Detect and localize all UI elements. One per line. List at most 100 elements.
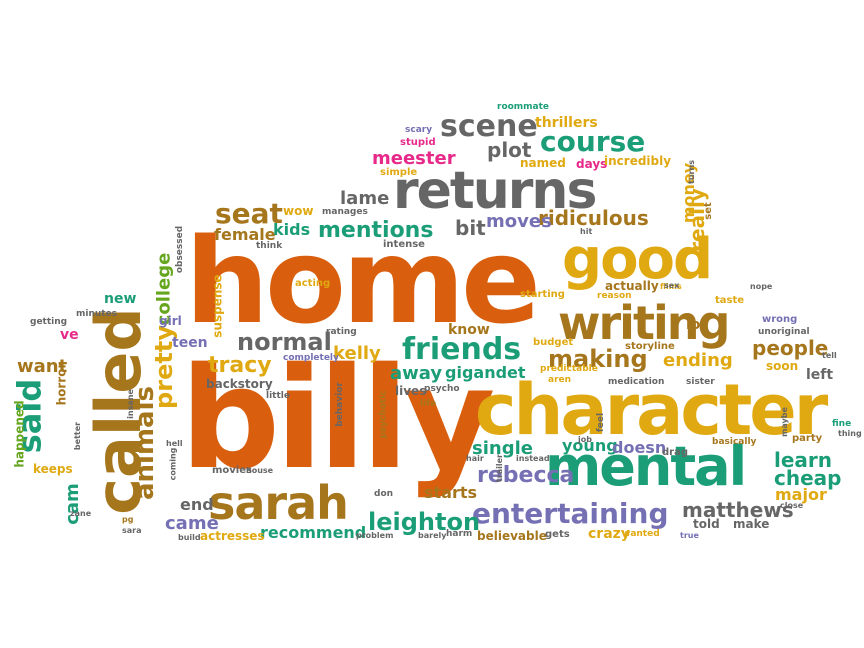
word-named: named: [520, 156, 566, 170]
word-ending: ending: [663, 350, 733, 371]
word-matthews: matthews: [682, 498, 794, 522]
word-thrillers: thrillers: [535, 115, 598, 131]
word-little: little: [266, 391, 290, 401]
word-basically: basically: [712, 437, 757, 447]
word-lives: lives: [395, 384, 427, 398]
word-lame: lame: [340, 188, 390, 209]
word-ve: ve: [60, 327, 79, 343]
word-moves: moves: [486, 211, 552, 232]
word-cam: cam: [61, 483, 83, 525]
word-movies: movies: [212, 465, 252, 476]
word-incredibly: incredibly: [604, 154, 672, 168]
word-major: major: [775, 485, 827, 504]
word-entertaining: entertaining: [472, 497, 669, 530]
word-problem: problem: [356, 531, 394, 540]
word-left: left: [806, 367, 834, 383]
word-good: good: [562, 227, 713, 292]
word-barely: barely: [418, 531, 447, 540]
word-making: making: [548, 345, 648, 373]
word-hit: hit: [580, 227, 593, 236]
word-simple: simple: [380, 167, 418, 178]
word-roommate: roommate: [497, 102, 550, 112]
word-girl: girl: [159, 314, 182, 328]
word-keeps: keeps: [33, 462, 73, 476]
word-believable: believable: [477, 529, 547, 543]
word-predictable: predictable: [540, 364, 598, 374]
word-sara: sara: [122, 526, 142, 535]
word-course: course: [540, 125, 646, 158]
word-true: true: [680, 531, 699, 540]
word-gets: gets: [545, 529, 570, 540]
word-wanted: wanted: [622, 529, 660, 539]
word-recommend: recommend: [260, 523, 367, 542]
word-getting: getting: [30, 317, 68, 327]
word-coming: coming: [168, 447, 178, 481]
word-don: don: [374, 489, 394, 499]
word-insane: insane: [125, 389, 135, 419]
word-learn: learn: [774, 448, 833, 472]
word-billy: billy: [180, 338, 495, 501]
word-ridiculous: ridiculous: [538, 206, 649, 230]
word-tell: tell: [822, 351, 837, 360]
word-wrong: wrong: [762, 314, 798, 325]
word-want: want: [17, 356, 68, 377]
word-starting: starting: [520, 289, 565, 300]
word-meester: meester: [372, 148, 456, 169]
word-wow: wow: [283, 204, 314, 218]
word-plot: plot: [487, 138, 532, 162]
word-sex: sex: [664, 281, 680, 290]
word-think: think: [256, 241, 283, 251]
word-build: build: [178, 533, 201, 542]
word-days: days: [576, 157, 608, 171]
word-thing: thing: [838, 429, 862, 438]
word-cheap: cheap: [774, 466, 842, 490]
word-aren: aren: [548, 375, 572, 385]
word-writing: writing: [558, 296, 730, 350]
word-turns: turns: [686, 160, 696, 184]
word-scene: scene: [440, 109, 538, 144]
word-know: know: [448, 322, 490, 338]
word-told: told: [693, 517, 720, 531]
word-tracy: tracy: [208, 353, 272, 378]
word-drag: drag: [662, 447, 688, 458]
word-kelly: kelly: [333, 343, 381, 364]
word-harm: harm: [446, 529, 473, 539]
word-happened: happened: [12, 400, 27, 468]
word-normal: normal: [237, 328, 332, 356]
word-intense: intense: [383, 239, 425, 250]
word-taste: taste: [715, 295, 745, 306]
word-young: young: [562, 436, 618, 455]
word-maybe: maybe: [779, 407, 789, 437]
word-new: new: [104, 291, 137, 307]
word-make: make: [733, 517, 770, 531]
word-away: away: [390, 363, 443, 384]
word-sarah: sarah: [208, 476, 349, 530]
word-unoriginal: unoriginal: [758, 327, 810, 337]
word-starts: starts: [424, 483, 478, 502]
word-people: people: [752, 336, 829, 360]
word-medication: medication: [608, 377, 665, 387]
word-better: better: [73, 421, 83, 451]
word-trailer: trailer: [495, 453, 505, 483]
word-stupid: stupid: [400, 137, 436, 148]
word-backstory: backstory: [206, 377, 273, 391]
word-job: job: [578, 435, 592, 444]
word-storyline: storyline: [625, 341, 675, 352]
word-female: female: [214, 225, 276, 244]
word-instead: instead: [516, 454, 550, 463]
word-nope: nope: [750, 282, 773, 291]
word-horror: horror: [54, 362, 69, 406]
word-rebecca: rebecca: [477, 463, 575, 488]
word-pg: pg: [122, 515, 134, 524]
word-manages: manages: [322, 207, 368, 217]
word-zane: zane: [70, 509, 92, 518]
word-crazy: crazy: [588, 526, 630, 542]
word-fine: fine: [832, 419, 852, 429]
word-soon: soon: [766, 359, 799, 373]
word-kids: kids: [273, 220, 311, 239]
word-feel: feel: [596, 412, 607, 433]
word-films: films: [660, 282, 682, 291]
word-completely: completely: [283, 353, 339, 363]
word-doesn: doesn: [612, 438, 667, 457]
word-house: house: [246, 466, 274, 475]
